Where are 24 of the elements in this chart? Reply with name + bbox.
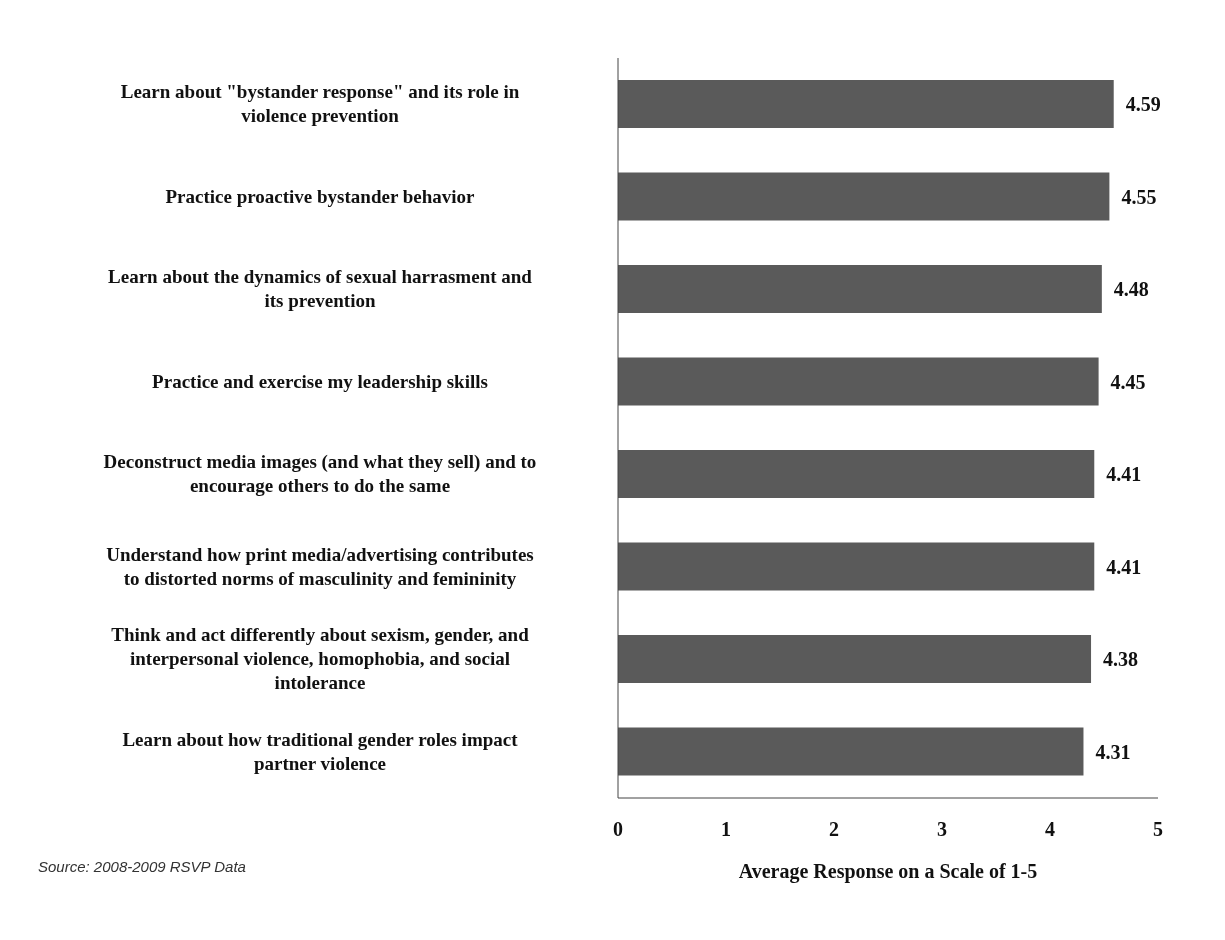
data-label: 4.31 <box>1095 740 1131 763</box>
y-tick-label: Learn about "bystander response" and its role in violence prevention <box>120 81 520 127</box>
y-tick-label: Understand how print media/advertising contributes to distorted norms of masculinity and femininity <box>106 543 534 589</box>
data-label: 4.59 <box>1125 93 1161 116</box>
source-note: Source: 2008-2009 RSVP Data <box>38 858 246 875</box>
data-label: 4.38 <box>1103 648 1139 671</box>
data-label: 4.41 <box>1106 555 1142 578</box>
x-tick-label: 3 <box>937 818 947 841</box>
x-axis-title: Average Response on a Scale of 1-5 <box>738 860 1038 883</box>
x-tick-label: 4 <box>1045 818 1055 841</box>
y-tick-label: Deconstruct media images (and what they sell) and to encourage others to do the same <box>103 451 537 497</box>
x-tick-label: 5 <box>1153 818 1163 841</box>
x-tick-label: 1 <box>721 818 731 841</box>
data-label: 4.41 <box>1106 463 1142 486</box>
y-tick-label: Practice and exercise my leadership skills <box>152 370 488 392</box>
data-label: 4.55 <box>1121 185 1157 208</box>
data-label: 4.48 <box>1113 278 1149 301</box>
x-tick-label: 0 <box>613 818 623 841</box>
y-tick-label: Practice proactive bystander behavior <box>165 185 476 207</box>
y-tick-label: Think and act differently about sexism, gender, and interpersonal violence, homophobia, and social intolerance <box>111 624 530 694</box>
x-tick-label: 2 <box>829 818 839 841</box>
y-tick-label: Learn about the dynamics of sexual harrasment and its prevention <box>108 266 533 312</box>
data-label: 4.45 <box>1110 370 1146 393</box>
y-tick-label: Learn about how traditional gender roles impact partner violence <box>122 728 519 774</box>
